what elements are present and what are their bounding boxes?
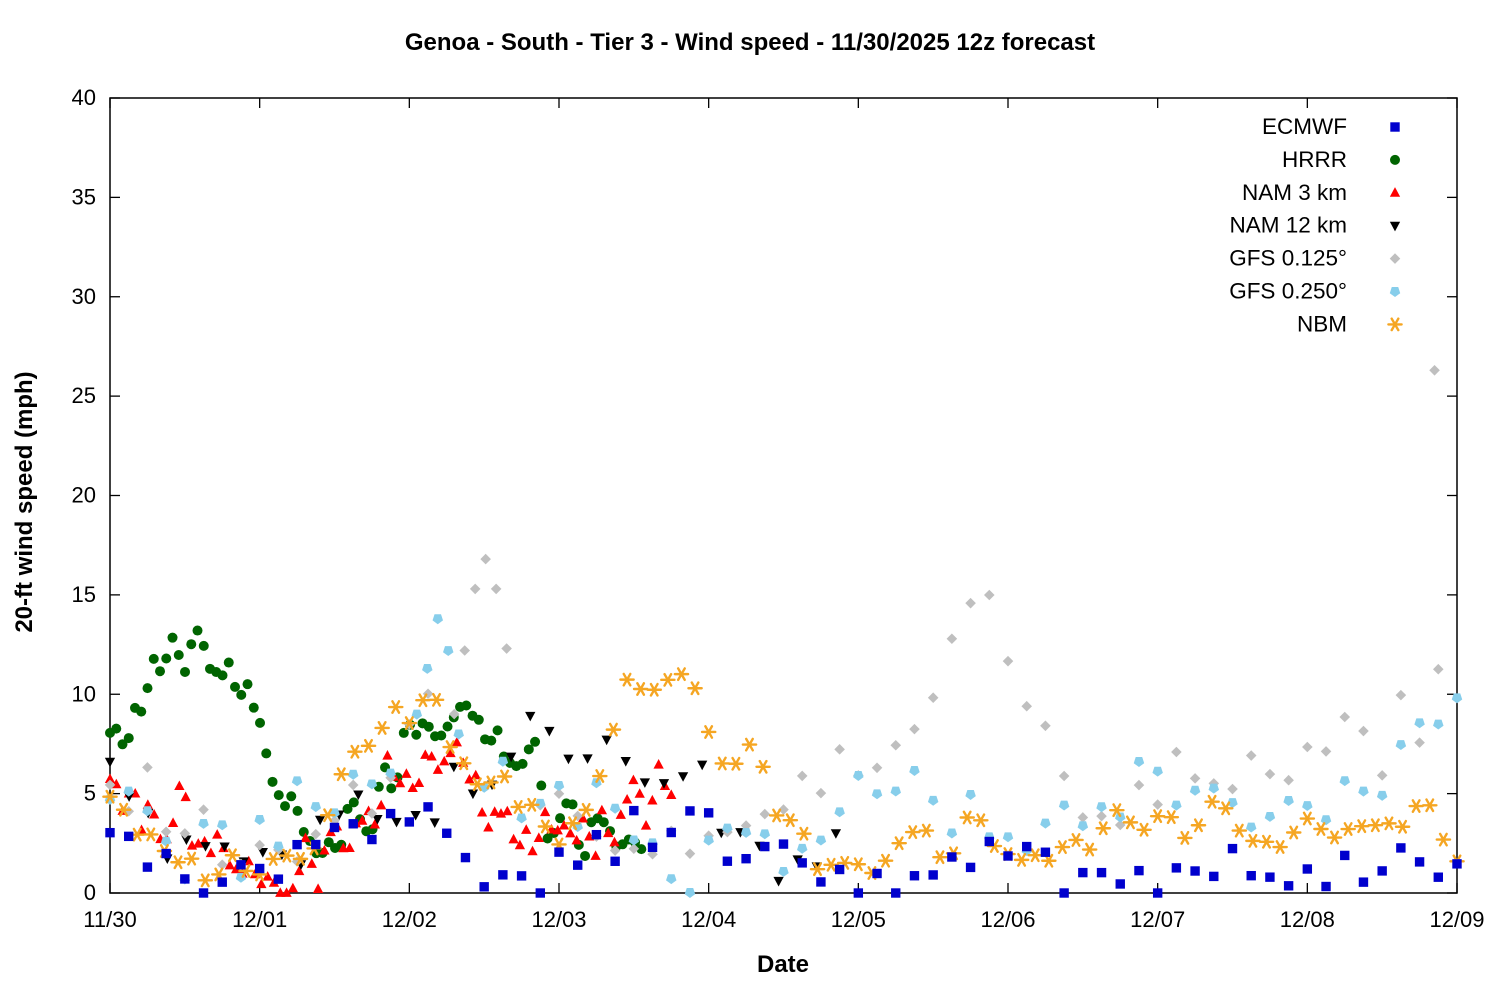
svg-text:12/07: 12/07: [1130, 907, 1185, 932]
svg-text:HRRR: HRRR: [1282, 147, 1347, 172]
svg-text:GFS 0.250°: GFS 0.250°: [1229, 279, 1347, 304]
svg-text:15: 15: [72, 582, 96, 607]
svg-text:10: 10: [72, 681, 96, 706]
svg-text:40: 40: [72, 85, 96, 110]
svg-text:11/30: 11/30: [83, 907, 136, 932]
svg-text:35: 35: [72, 184, 96, 209]
svg-text:Genoa - South - Tier 3 - Wind: Genoa - South - Tier 3 - Wind speed - 11…: [405, 29, 1095, 56]
svg-text:NAM 3 km: NAM 3 km: [1242, 180, 1347, 205]
svg-text:NBM: NBM: [1297, 311, 1347, 336]
svg-text:20: 20: [72, 483, 96, 508]
svg-text:20-ft wind speed (mph): 20-ft wind speed (mph): [11, 371, 38, 632]
svg-text:NAM 12 km: NAM 12 km: [1229, 213, 1347, 238]
svg-text:12/04: 12/04: [681, 907, 736, 932]
svg-text:25: 25: [72, 383, 96, 408]
svg-text:5: 5: [84, 781, 96, 806]
svg-text:30: 30: [72, 284, 96, 309]
svg-text:GFS 0.125°: GFS 0.125°: [1229, 246, 1347, 271]
svg-text:12/05: 12/05: [831, 907, 886, 932]
svg-text:0: 0: [84, 880, 96, 905]
svg-text:12/01: 12/01: [232, 907, 287, 932]
svg-text:12/06: 12/06: [980, 907, 1035, 932]
svg-text:12/08: 12/08: [1280, 907, 1335, 932]
svg-text:12/09: 12/09: [1429, 907, 1484, 932]
svg-text:12/03: 12/03: [531, 907, 586, 932]
svg-text:Date: Date: [757, 951, 809, 978]
svg-text:ECMWF: ECMWF: [1262, 114, 1347, 139]
svg-text:12/02: 12/02: [382, 907, 437, 932]
